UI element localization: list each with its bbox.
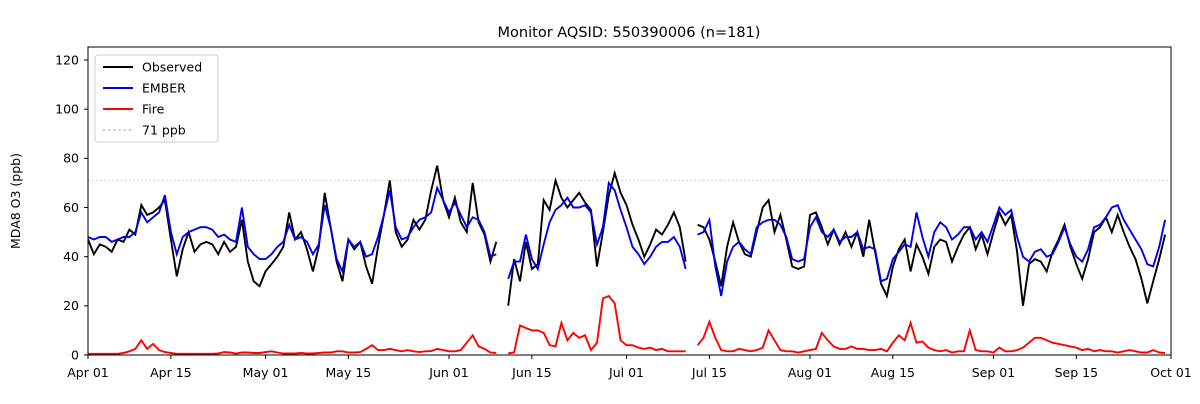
series-ember: [87, 180, 1167, 297]
legend-entry-71-ppb: 71 ppb: [103, 122, 186, 137]
x-tick-label: May 01: [243, 365, 289, 380]
y-tick-label: 120: [55, 52, 79, 67]
x-tick-label: Jun 01: [428, 365, 468, 380]
legend-entry-observed: Observed: [103, 59, 202, 74]
x-tick-label: Jun 15: [511, 365, 551, 380]
y-tick-label: 0: [71, 347, 79, 362]
legend-label: Observed: [142, 59, 202, 74]
series-fire: [88, 294, 1166, 355]
x-tick-label: Sep 15: [1055, 365, 1098, 380]
x-tick-label: May 15: [326, 365, 372, 380]
x-tick-label: Oct 01: [1150, 365, 1192, 380]
y-tick-label: 40: [63, 249, 79, 264]
series-observed: [87, 165, 1167, 306]
legend-label: EMBER: [142, 80, 186, 95]
y-tick-label: 20: [63, 298, 79, 313]
series-line-observed: [87, 165, 1167, 306]
y-tick-label: 80: [63, 151, 79, 166]
series-line-fire: [88, 294, 1166, 355]
x-tick-label: Aug 15: [871, 365, 915, 380]
legend-entry-ember: EMBER: [103, 80, 186, 95]
y-tick-label: 100: [55, 101, 79, 116]
legend-box: [94, 54, 219, 143]
y-tick-label: 60: [63, 200, 79, 215]
x-tick-label: Aug 01: [788, 365, 832, 380]
series-line-ember: [87, 180, 1167, 297]
legend-label: Fire: [142, 101, 165, 116]
x-tick-label: Jul 01: [608, 365, 644, 380]
x-tick-label: Sep 01: [972, 365, 1015, 380]
legend-label: 71 ppb: [142, 122, 186, 137]
chart-title: Monitor AQSID: 550390006 (n=181): [498, 25, 761, 41]
legend-entry-fire: Fire: [103, 101, 165, 116]
x-tick-label: Apr 15: [150, 365, 192, 380]
x-tick-label: Apr 01: [67, 365, 109, 380]
y-axis-label: MDA8 O3 (ppb): [8, 153, 23, 249]
legend: Observed EMBER Fire 71 ppb: [94, 54, 219, 143]
x-tick-label: Jul 15: [691, 365, 727, 380]
plot-area: Apr 01 Apr 15 May 01 May 15 Jun 01 Jun 15 Jul …: [55, 46, 1192, 380]
axes-box: [87, 46, 1172, 356]
